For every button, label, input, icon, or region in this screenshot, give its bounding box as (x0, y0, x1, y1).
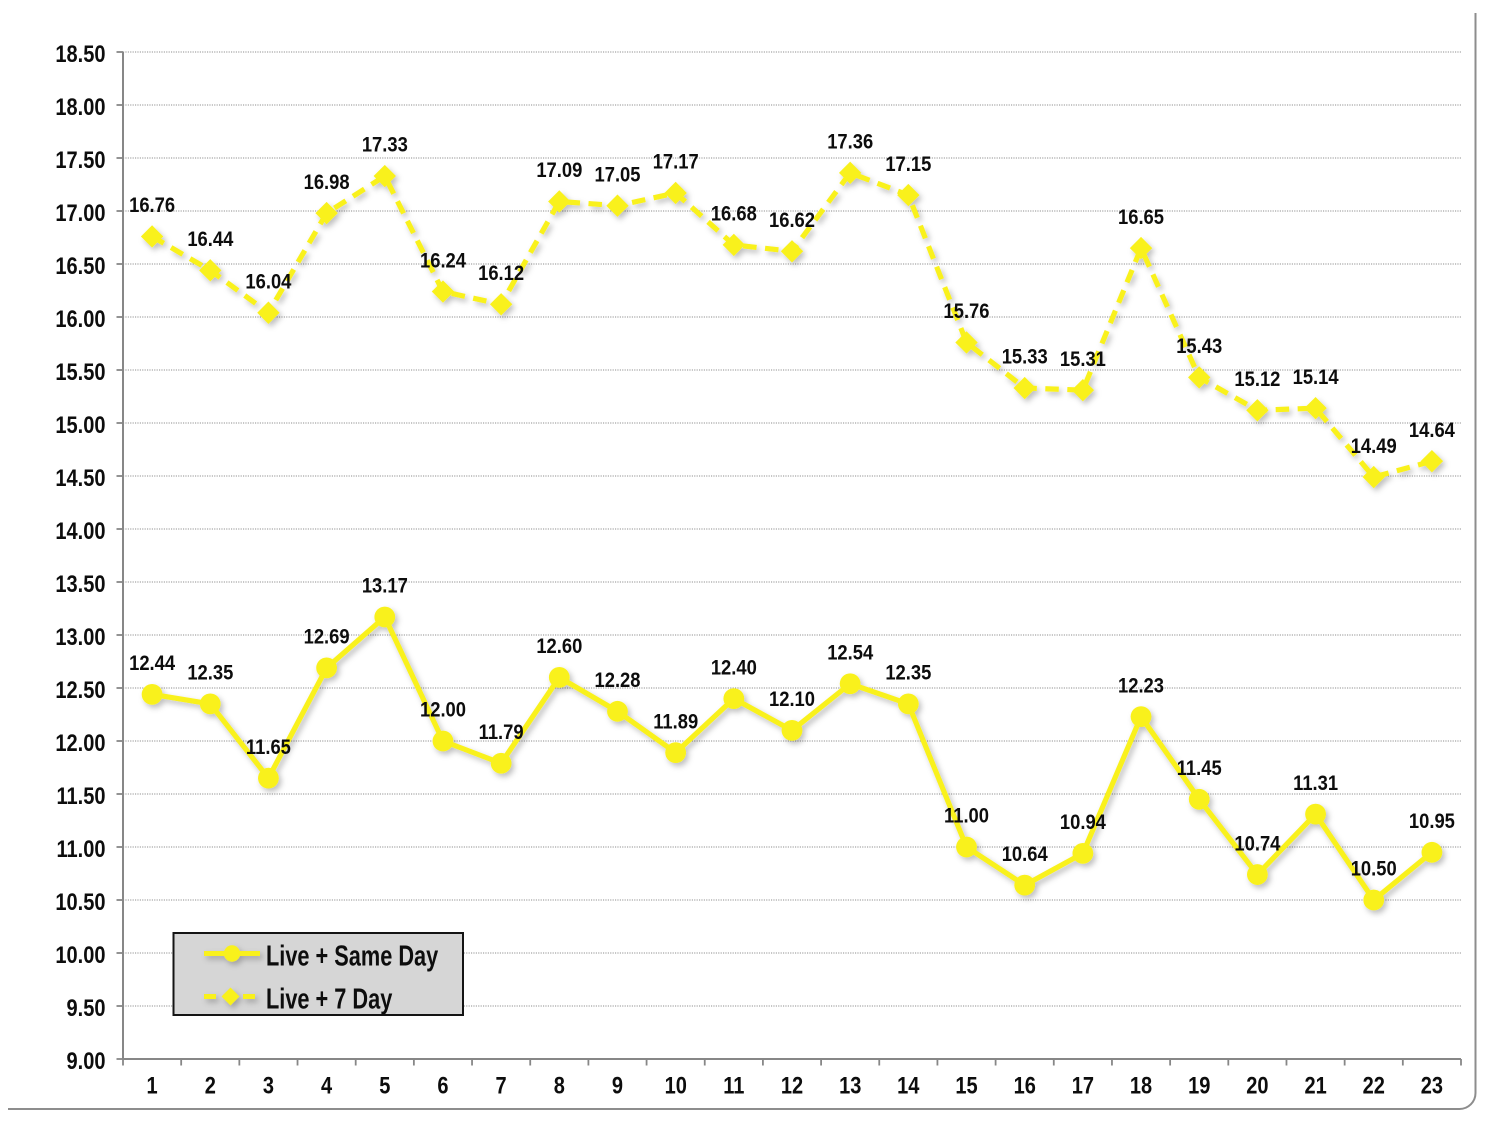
svg-text:10.50: 10.50 (55, 888, 105, 915)
svg-text:10.64: 10.64 (1002, 843, 1048, 866)
svg-text:16.24: 16.24 (420, 249, 466, 272)
svg-text:12.10: 12.10 (769, 688, 815, 711)
svg-text:9.50: 9.50 (67, 994, 106, 1021)
svg-text:12.23: 12.23 (1118, 674, 1164, 697)
svg-text:12.35: 12.35 (187, 662, 233, 685)
svg-text:17.33: 17.33 (362, 134, 408, 157)
svg-text:17.50: 17.50 (55, 146, 105, 173)
svg-text:15: 15 (955, 1072, 977, 1099)
svg-text:10.00: 10.00 (55, 941, 105, 968)
svg-text:2: 2 (205, 1072, 216, 1099)
svg-text:19: 19 (1188, 1072, 1210, 1099)
svg-text:11.31: 11.31 (1293, 772, 1338, 795)
svg-text:1: 1 (147, 1072, 158, 1099)
svg-text:15.00: 15.00 (55, 411, 105, 438)
svg-text:13: 13 (839, 1072, 861, 1099)
svg-text:16.76: 16.76 (129, 194, 175, 217)
svg-text:18.00: 18.00 (55, 93, 105, 120)
svg-text:16.62: 16.62 (769, 209, 815, 232)
svg-text:11.50: 11.50 (56, 782, 105, 809)
svg-text:15.33: 15.33 (1002, 346, 1048, 369)
svg-text:15.50: 15.50 (55, 358, 105, 385)
svg-text:15.43: 15.43 (1176, 335, 1222, 358)
svg-text:18.50: 18.50 (55, 40, 105, 67)
svg-text:18: 18 (1130, 1072, 1152, 1099)
svg-text:16.04: 16.04 (245, 270, 291, 293)
svg-text:14.00: 14.00 (55, 517, 105, 544)
svg-text:22: 22 (1363, 1072, 1385, 1099)
svg-text:15.31: 15.31 (1060, 348, 1106, 371)
svg-text:17.36: 17.36 (827, 130, 873, 153)
svg-text:3: 3 (263, 1072, 274, 1099)
svg-text:17.05: 17.05 (595, 163, 641, 186)
svg-text:15.76: 15.76 (944, 300, 990, 323)
svg-text:7: 7 (496, 1072, 507, 1099)
svg-text:14.50: 14.50 (55, 464, 105, 491)
svg-text:12.69: 12.69 (304, 626, 350, 649)
svg-text:12.50: 12.50 (55, 676, 105, 703)
svg-text:16.50: 16.50 (55, 252, 105, 279)
svg-text:13.50: 13.50 (55, 570, 105, 597)
svg-text:5: 5 (379, 1072, 390, 1099)
svg-text:17.15: 17.15 (885, 153, 931, 176)
svg-text:15.14: 15.14 (1293, 366, 1339, 389)
svg-text:13.17: 13.17 (362, 575, 408, 598)
svg-text:17.09: 17.09 (536, 159, 582, 182)
svg-text:12.00: 12.00 (55, 729, 105, 756)
svg-text:16.65: 16.65 (1118, 206, 1164, 229)
svg-text:12.40: 12.40 (711, 656, 757, 679)
svg-text:Live + Same Day: Live + Same Day (266, 941, 439, 973)
svg-text:10.50: 10.50 (1351, 858, 1397, 881)
svg-text:11: 11 (723, 1072, 744, 1099)
svg-text:8: 8 (554, 1072, 565, 1099)
svg-text:4: 4 (321, 1072, 333, 1099)
svg-text:15.12: 15.12 (1234, 368, 1280, 391)
svg-text:9.00: 9.00 (67, 1047, 106, 1074)
svg-text:12.54: 12.54 (827, 641, 873, 664)
svg-text:16: 16 (1014, 1072, 1036, 1099)
svg-text:14.64: 14.64 (1409, 419, 1455, 442)
svg-text:12.00: 12.00 (420, 699, 466, 722)
svg-text:Live + 7 Day: Live + 7 Day (266, 984, 393, 1016)
svg-text:16.98: 16.98 (304, 171, 350, 194)
svg-text:12.28: 12.28 (595, 669, 641, 692)
svg-text:20: 20 (1246, 1072, 1268, 1099)
svg-text:12: 12 (781, 1072, 803, 1099)
svg-text:11.89: 11.89 (653, 710, 698, 733)
svg-text:14: 14 (897, 1072, 920, 1099)
svg-text:12.44: 12.44 (129, 652, 175, 675)
svg-text:17.17: 17.17 (653, 151, 699, 174)
svg-text:16.68: 16.68 (711, 203, 757, 226)
svg-text:21: 21 (1304, 1072, 1326, 1099)
svg-text:9: 9 (612, 1072, 623, 1099)
svg-text:14.49: 14.49 (1351, 435, 1397, 458)
svg-text:10.94: 10.94 (1060, 811, 1106, 834)
svg-text:6: 6 (437, 1072, 448, 1099)
svg-text:11.00: 11.00 (56, 835, 105, 862)
svg-text:12.60: 12.60 (536, 635, 582, 658)
svg-text:13.00: 13.00 (55, 623, 105, 650)
svg-text:10.74: 10.74 (1234, 832, 1280, 855)
svg-text:12.35: 12.35 (885, 662, 931, 685)
svg-text:11.45: 11.45 (1177, 757, 1222, 780)
svg-text:16.44: 16.44 (187, 228, 233, 251)
svg-text:10: 10 (665, 1072, 687, 1099)
svg-text:17: 17 (1072, 1072, 1094, 1099)
svg-text:11.79: 11.79 (479, 721, 524, 744)
svg-text:10.95: 10.95 (1409, 810, 1455, 833)
svg-text:16.12: 16.12 (478, 262, 524, 285)
svg-text:16.00: 16.00 (55, 305, 105, 332)
svg-text:11.65: 11.65 (246, 736, 291, 759)
svg-text:17.00: 17.00 (55, 199, 105, 226)
svg-text:11.00: 11.00 (944, 805, 989, 828)
svg-text:23: 23 (1421, 1072, 1443, 1099)
